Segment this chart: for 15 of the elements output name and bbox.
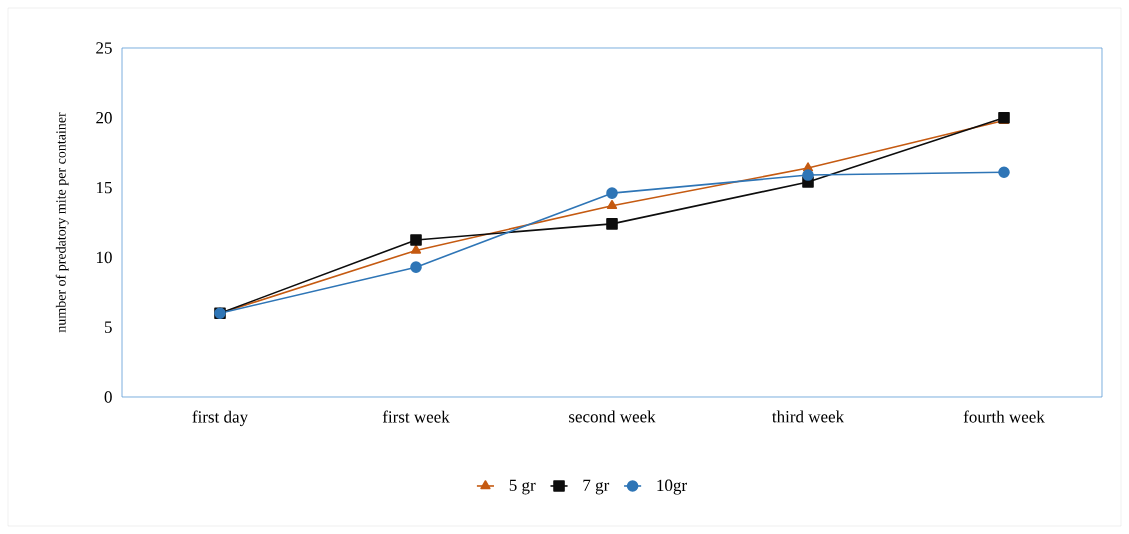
y-tick-label: 0 — [104, 391, 112, 403]
x-tick-label: fourth week — [963, 410, 1045, 423]
y-tick-label: 15 — [96, 181, 112, 194]
x-tick-label: first day — [192, 410, 249, 427]
x-tick-label: third week — [772, 410, 845, 423]
y-tick-label: 25 — [96, 42, 112, 54]
y-axis-title: number of predatory mite per container — [55, 112, 69, 333]
legend-label: 5 gr — [509, 479, 536, 495]
x-tick-label: first week — [382, 410, 450, 423]
x-tick-label: second week — [569, 410, 656, 423]
legend-label: 10gr — [657, 479, 687, 495]
legend-label: 7 gr — [583, 479, 610, 495]
y-tick-label: 10 — [96, 251, 112, 264]
y-tick-label: 20 — [96, 112, 112, 124]
y-tick-label: 5 — [104, 321, 112, 333]
